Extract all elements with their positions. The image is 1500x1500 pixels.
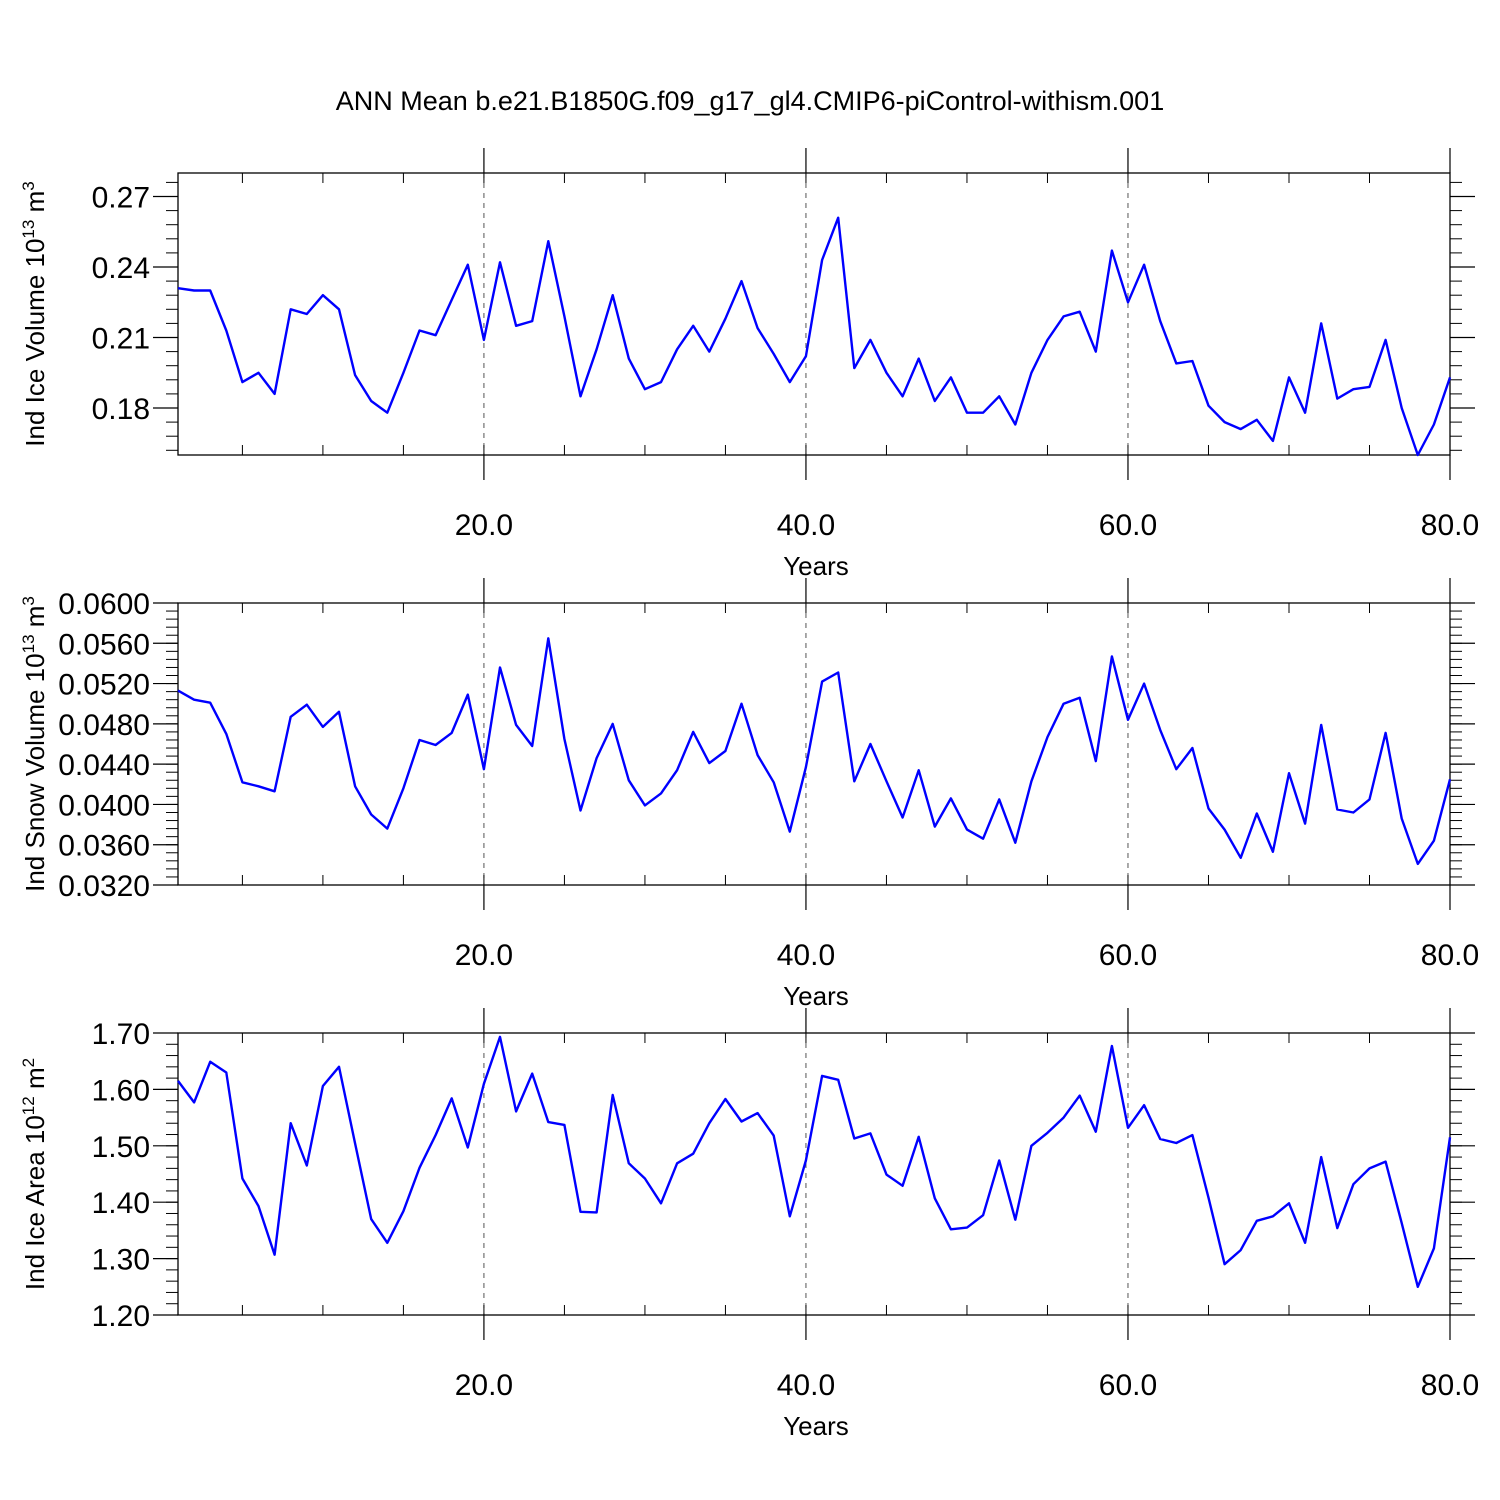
plot-frame <box>177 172 1451 456</box>
x-tick-label: 40.0 <box>777 1369 835 1402</box>
y-tick-label: 0.0320 <box>58 870 150 903</box>
x-tick-label: 80.0 <box>1421 509 1479 542</box>
y-tick-label: 0.21 <box>92 323 150 356</box>
series-line <box>177 637 1452 866</box>
y-axis-label-exponent: 13 <box>19 220 38 239</box>
x-tick-label: 20.0 <box>455 939 513 972</box>
y-axis-label: Ind Ice Area 1012 m2 <box>19 1058 50 1290</box>
x-tick-label: 80.0 <box>1421 1369 1479 1402</box>
x-tick-label: 20.0 <box>455 1369 513 1402</box>
y-tick-label: 1.70 <box>92 1018 150 1051</box>
y-tick-label: 1.50 <box>92 1131 150 1164</box>
y-tick-label: 0.0480 <box>58 709 150 742</box>
y-tick-label: 0.0400 <box>58 789 150 822</box>
x-tick-label: 80.0 <box>1421 939 1479 972</box>
y-axis-label-text: Ind Snow Volume 10 <box>20 653 50 892</box>
series-line <box>177 216 1452 457</box>
y-axis-label: Ind Snow Volume 1013 m3 <box>19 596 50 892</box>
y-tick-label: 0.0360 <box>58 830 150 863</box>
y-tick-label: 1.60 <box>92 1074 150 1107</box>
y-axis-label: Ind Ice Volume 1013 m3 <box>19 181 50 446</box>
y-tick-label: 0.0600 <box>58 588 150 621</box>
y-axis-label-unit-exponent: 2 <box>19 1058 38 1067</box>
y-tick-label: 0.18 <box>92 393 150 426</box>
x-tick-label: 60.0 <box>1099 1369 1157 1402</box>
y-tick-label: 0.0520 <box>58 669 150 702</box>
chart-panel-3: 20.0 40.0 60.0 80.0 1.20 1.30 1.40 1.50 1.60 1.70… <box>19 1008 1479 1441</box>
series-line <box>177 1035 1452 1289</box>
y-tick-label: 1.20 <box>92 1300 150 1333</box>
y-axis-label-unit-exponent: 3 <box>19 596 38 605</box>
chart-panel-1: 20.0 40.0 60.0 80.0 0.18 0.21 0.24 0.27 Years Ind… <box>19 148 1479 581</box>
x-tick-label: 20.0 <box>455 509 513 542</box>
x-axis-label: Years <box>783 551 849 581</box>
y-tick-label: 1.40 <box>92 1187 150 1220</box>
x-tick-label: 60.0 <box>1099 509 1157 542</box>
y-tick-label: 1.30 <box>92 1244 150 1277</box>
plot-frame <box>177 1032 1451 1316</box>
chart-panel-2: 20.0 40.0 60.0 80.0 0.0320 0.0360 0.0400 0.0440… <box>19 578 1479 1011</box>
y-axis-label-exponent: 12 <box>19 1096 38 1115</box>
panels: 20.0 40.0 60.0 80.0 0.18 0.21 0.24 0.27 Years Ind… <box>19 148 1479 1441</box>
y-axis-label-text: Ind Ice Area 10 <box>20 1115 50 1290</box>
y-axis-label-unit-exponent: 3 <box>19 181 38 190</box>
y-axis-label-unit: m <box>20 1067 50 1096</box>
x-tick-label: 40.0 <box>777 939 835 972</box>
y-axis-label-unit: m <box>20 191 50 220</box>
x-tick-label: 40.0 <box>777 509 835 542</box>
y-tick-label: 0.24 <box>92 252 150 285</box>
figure-title: ANN Mean b.e21.B1850G.f09_g17_gl4.CMIP6-… <box>336 86 1164 116</box>
y-axis-label-unit: m <box>20 606 50 635</box>
y-tick-label: 0.27 <box>92 182 150 215</box>
plot-frame <box>177 602 1451 886</box>
x-axis-label: Years <box>783 981 849 1011</box>
y-tick-label: 0.0440 <box>58 749 150 782</box>
y-axis-label-exponent: 13 <box>19 634 38 653</box>
x-axis-label: Years <box>783 1411 849 1441</box>
y-tick-label: 0.0560 <box>58 628 150 661</box>
x-tick-label: 60.0 <box>1099 939 1157 972</box>
y-axis-label-text: Ind Ice Volume 10 <box>20 239 50 447</box>
